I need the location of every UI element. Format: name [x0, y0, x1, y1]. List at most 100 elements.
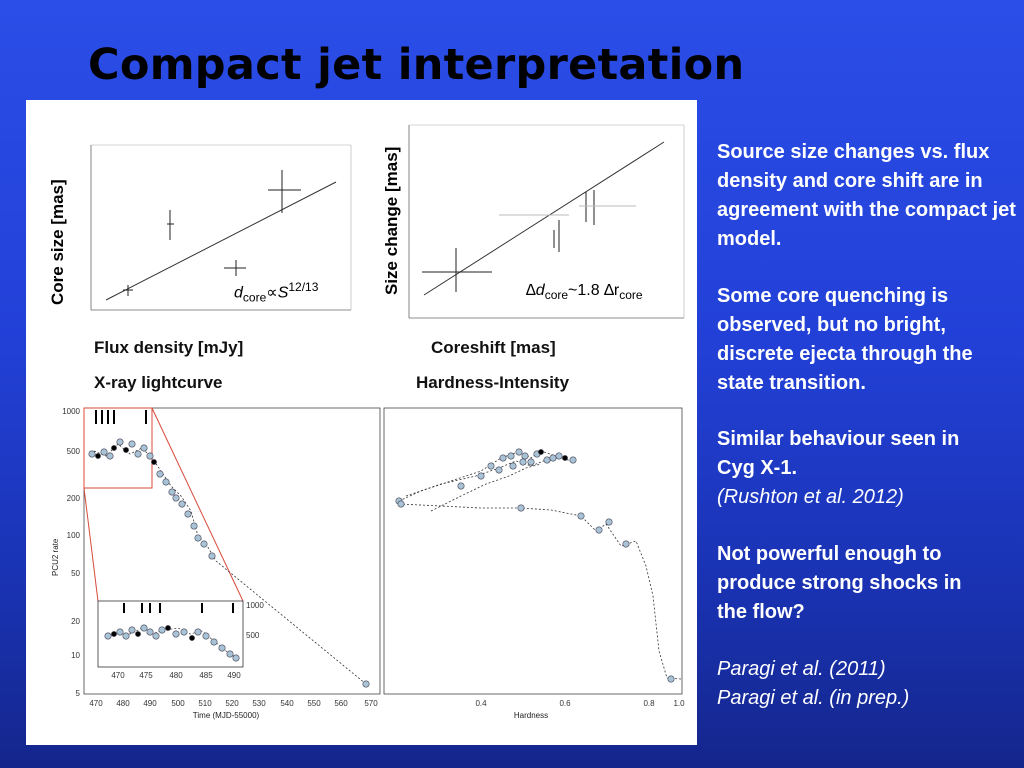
inset-xtick: 470 [111, 671, 125, 680]
lightcurve-point [194, 534, 202, 542]
lightcurve-point [134, 450, 142, 458]
lc-ytick: 20 [71, 617, 80, 626]
lc-ylabel: PCU2 rate [51, 538, 60, 576]
lightcurve-point [178, 500, 186, 508]
lightcurve-chart: 1000 500 200 100 50 20 10 5 PCU2 rate 47… [51, 407, 381, 720]
inset-point [202, 632, 210, 640]
inset-xtick: 480 [169, 671, 183, 680]
lightcurve-point [168, 488, 176, 496]
lc-xtick: 500 [171, 699, 185, 708]
hardness-point [517, 504, 525, 512]
slide-title: Compact jet interpretation [88, 40, 745, 90]
figure-panel: Core size [mas] dcore∝S12/13 Flux densit… [26, 100, 697, 745]
hardness-point [543, 456, 551, 464]
inset-point [180, 628, 188, 636]
hardness-chart: 0.4 0.6 0.8 1.0 Hardness [383, 407, 685, 720]
lc-xtick: 540 [280, 699, 294, 708]
hardness-point [605, 518, 613, 526]
lightcurve-point [100, 448, 108, 456]
lc-xlabel: Time (MJD-55000) [193, 711, 260, 720]
hardness-point [569, 456, 577, 464]
lc-ytick: 10 [71, 651, 80, 660]
hardness-point [519, 458, 527, 466]
inset-point [189, 635, 195, 641]
hardness-point [507, 452, 515, 460]
inset-point [226, 650, 234, 658]
hardness-point [595, 526, 603, 534]
hardness-point [549, 454, 557, 462]
hardness-intensity-plot: 0.4 0.6 0.8 1.0 Hardness [381, 396, 697, 741]
formula-core-scaling: dcore∝S12/13 [234, 280, 319, 305]
caption-hardness-intensity: Hardness-Intensity [416, 373, 570, 392]
caption-flux-density: Flux density [mJy] [94, 338, 244, 357]
inset-points [104, 624, 240, 662]
hi-xtick: 1.0 [673, 699, 685, 708]
hardness-point [555, 452, 563, 460]
caption-coreshift: Coreshift [mas] [431, 338, 556, 357]
hardness-point [495, 466, 503, 474]
lightcurve-point [146, 452, 154, 460]
lc-ytick: 1000 [62, 407, 80, 416]
hi-xtick: 0.8 [643, 699, 655, 708]
note-rushton-ref: (Rushton et al. 2012) [717, 486, 904, 508]
inset-ytick: 1000 [246, 601, 264, 610]
note-core-quenching: Some core quenching is observed, but no … [717, 285, 973, 394]
hardness-point [499, 454, 507, 462]
lightcurve-point [151, 459, 157, 465]
hardness-point [562, 455, 568, 461]
lc-xtick: 560 [334, 699, 348, 708]
ref-paragi-2011: Paragi et al. (2011) [717, 658, 886, 680]
note-shocks: Not powerful enough to produce strong sh… [717, 543, 962, 623]
inset-point [104, 632, 112, 640]
lightcurve-point [172, 494, 180, 502]
hardness-point [577, 512, 585, 520]
lightcurve-point [184, 510, 192, 518]
hardness-point [667, 675, 675, 683]
lightcurve-point [156, 470, 164, 478]
lightcurve-point [162, 478, 170, 486]
lc-xtick: 530 [252, 699, 266, 708]
hardness-point [622, 540, 630, 548]
lc-xtick: 550 [307, 699, 321, 708]
size-change-axis-label: Size change [mas] [382, 146, 401, 295]
ref-paragi-prep: Paragi et al. (in prep.) [717, 687, 910, 709]
note-cyg-x1: Similar behaviour seen in Cyg X-1. [717, 428, 960, 479]
hi-xtick: 0.4 [475, 699, 487, 708]
inset-point [122, 632, 130, 640]
inset-point [232, 654, 240, 662]
lightcurve-point [88, 450, 96, 458]
lightcurve-points [88, 438, 370, 688]
lc-xtick: 570 [364, 699, 378, 708]
lightcurve-point [208, 552, 216, 560]
size-change-axes [408, 124, 685, 319]
inset-point [172, 630, 180, 638]
inset-xtick: 490 [227, 671, 241, 680]
inset-xtick: 475 [139, 671, 153, 680]
inset-point [158, 626, 166, 634]
core-size-axes [90, 144, 352, 311]
hardness-point [477, 472, 485, 480]
lc-xtick: 470 [89, 699, 103, 708]
formula-coreshift-relation: ∆dcore~1.8 ∆rcore [526, 282, 643, 303]
note-agreement: Source size changes vs. flux density and… [717, 141, 1016, 250]
hi-xtick: 0.6 [559, 699, 571, 708]
lc-xtick: 510 [198, 699, 212, 708]
inset-point [218, 644, 226, 652]
hi-xlabel: Hardness [514, 711, 548, 720]
hardness-point [527, 458, 535, 466]
hardness-point [457, 482, 465, 490]
lightcurve-point [128, 440, 136, 448]
lc-ytick: 5 [76, 689, 81, 698]
lightcurve-point [106, 452, 114, 460]
lc-xtick: 520 [225, 699, 239, 708]
core-size-plot [86, 140, 356, 340]
inset-point [165, 625, 171, 631]
lightcurve-point [95, 453, 101, 459]
lc-xtick: 480 [116, 699, 130, 708]
inset-point [194, 628, 202, 636]
lightcurve-point [190, 522, 198, 530]
hardness-point [487, 462, 495, 470]
lc-xtick: 490 [143, 699, 157, 708]
caption-xray-lightcurve: X-ray lightcurve [94, 373, 223, 392]
hardness-point [509, 462, 517, 470]
